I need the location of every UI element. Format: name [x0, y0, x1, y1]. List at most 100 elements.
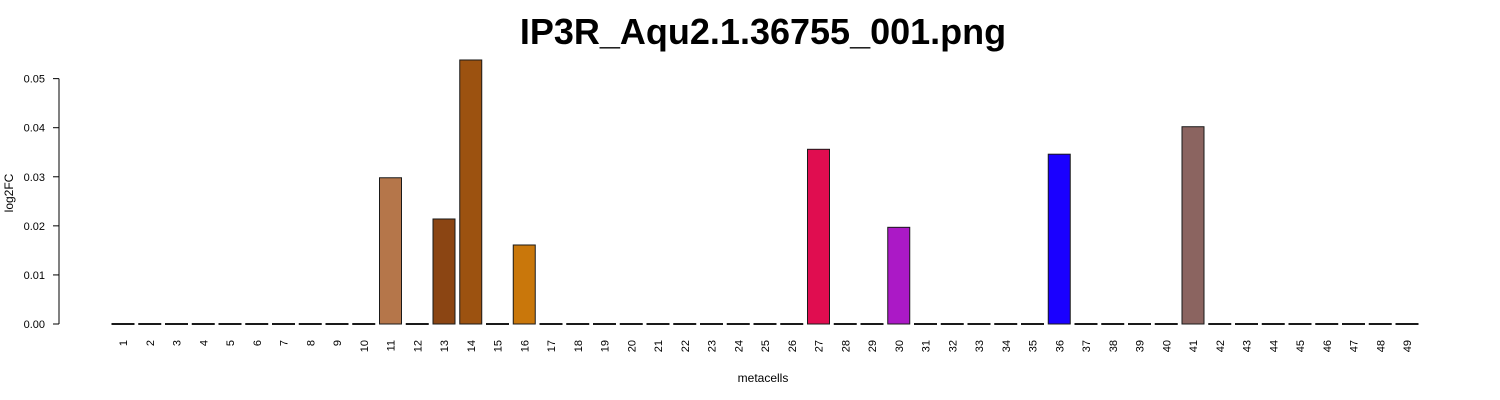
x-tick-label: 7 [279, 340, 291, 346]
x-tick-label: 31 [921, 340, 933, 352]
x-tick-label: 29 [867, 340, 879, 352]
x-tick-label: 11 [386, 340, 398, 351]
x-tick-label: 6 [252, 340, 264, 346]
x-tick-label: 21 [653, 340, 665, 352]
bar-13 [432, 218, 456, 325]
chart-title: IP3R_Aqu2.1.36755_001.png [520, 11, 1006, 52]
x-tick-label: 2 [145, 340, 157, 346]
bar-35 [1021, 323, 1044, 325]
bar-42 [1208, 323, 1232, 325]
x-tick-label: 25 [760, 340, 772, 352]
bar-20 [619, 323, 643, 325]
bar-8 [298, 323, 322, 325]
x-tick-label: 16 [519, 340, 531, 352]
y-tick-label: 0.03 [24, 172, 45, 184]
bar-3 [165, 323, 188, 325]
x-tick-label: 5 [225, 340, 237, 346]
bar-30 [887, 226, 911, 325]
bar-28 [833, 323, 857, 325]
x-tick-label: 39 [1135, 340, 1147, 352]
bar-37 [1074, 323, 1098, 325]
x-tick-label: 12 [412, 340, 424, 352]
x-tick-label: 48 [1375, 340, 1387, 352]
bar-26 [780, 323, 804, 325]
y-tick-label: 0.04 [24, 123, 45, 135]
bar-49 [1395, 323, 1419, 325]
y-tick-label: 0.02 [24, 221, 45, 233]
bar-48 [1368, 323, 1392, 325]
y-tick-label: 0.01 [24, 270, 45, 282]
x-tick-label: 45 [1295, 340, 1307, 352]
bar-45 [1288, 323, 1312, 325]
x-tick-label: 28 [840, 340, 852, 352]
bar-41 [1181, 126, 1205, 325]
x-tick-label: 41 [1188, 340, 1200, 352]
bar-43 [1235, 323, 1258, 325]
x-tick-label: 10 [359, 340, 371, 352]
bar-21 [646, 323, 670, 325]
bar-32 [940, 323, 964, 325]
bar-40 [1154, 323, 1178, 325]
bar-34 [994, 323, 1018, 325]
x-tick-label: 49 [1402, 340, 1414, 352]
bar-24 [726, 323, 750, 325]
bar-1 [111, 323, 135, 325]
x-tick-label: 34 [1001, 340, 1013, 352]
bars [111, 59, 1419, 325]
bar-7 [272, 323, 295, 325]
x-tick-label: 43 [1242, 340, 1254, 352]
x-tick-label: 42 [1215, 340, 1227, 352]
x-tick-label: 32 [947, 340, 959, 352]
x-tick-label: 24 [733, 340, 745, 352]
bar-29 [860, 323, 884, 325]
x-tick-label: 9 [332, 340, 344, 346]
bar-14 [459, 59, 483, 325]
bar-15 [486, 323, 509, 325]
bar-6 [245, 323, 269, 325]
bar-18 [566, 323, 590, 325]
x-axis-label: metacells [738, 371, 789, 385]
y-axis-label: log2FC [2, 173, 16, 212]
x-tick-label: 3 [172, 340, 184, 346]
bar-36 [1047, 153, 1071, 325]
bar-23 [700, 323, 723, 325]
x-tick-label: 18 [573, 340, 585, 352]
x-tick-label: 37 [1081, 340, 1093, 352]
x-tick-label: 13 [439, 340, 451, 352]
y-tick-label: 0.00 [24, 319, 45, 331]
bar-11 [379, 177, 402, 325]
bar-5 [218, 323, 242, 325]
x-tick-label: 22 [680, 340, 692, 352]
y-axis: 0.00 0.01 0.02 0.03 0.04 0.05 [24, 74, 60, 331]
bar-44 [1261, 323, 1285, 325]
x-tick-labels: 1 2 3 4 5 6 7 8 9 10 11 12 13 14 15 16 17 18 19 20 21 22 23 24 2… [118, 340, 1414, 352]
x-tick-label: 1 [118, 340, 130, 346]
x-tick-label: 14 [466, 340, 478, 352]
x-tick-label: 23 [707, 340, 719, 352]
x-tick-label: 4 [198, 340, 210, 346]
x-tick-label: 33 [974, 340, 986, 352]
bar-38 [1101, 323, 1125, 325]
x-tick-label: 26 [787, 340, 799, 352]
x-tick-label: 36 [1054, 340, 1066, 352]
bar-2 [138, 323, 162, 325]
bar-17 [539, 323, 563, 325]
bar-22 [673, 323, 697, 325]
x-tick-label: 47 [1349, 340, 1361, 352]
bar-27 [807, 148, 830, 325]
x-tick-label: 8 [305, 340, 317, 346]
bar-46 [1315, 323, 1339, 325]
bar-39 [1128, 323, 1151, 325]
bar-16 [512, 244, 536, 325]
x-tick-label: 46 [1322, 340, 1334, 352]
bar-10 [352, 323, 376, 325]
bar-9 [325, 323, 349, 325]
x-tick-label: 44 [1268, 340, 1280, 352]
x-tick-label: 35 [1028, 340, 1040, 352]
bar-4 [191, 323, 215, 325]
x-tick-label: 19 [600, 340, 612, 352]
x-tick-label: 40 [1161, 340, 1173, 352]
x-tick-label: 30 [894, 340, 906, 352]
bar-31 [914, 323, 937, 325]
